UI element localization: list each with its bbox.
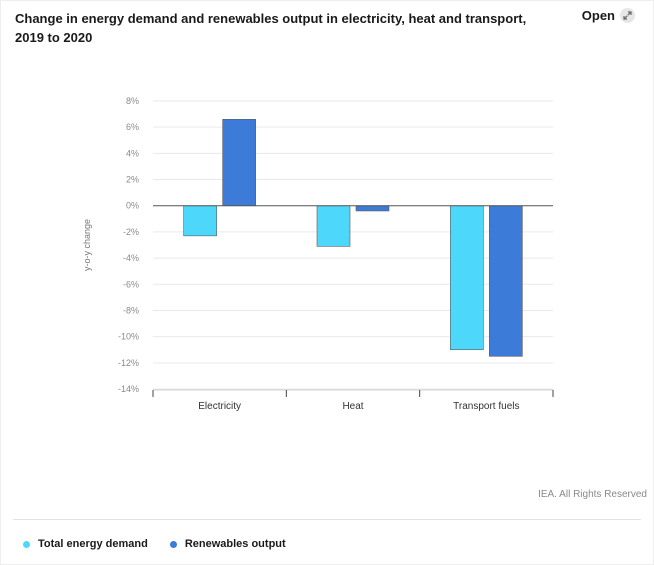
x-category-label: Heat bbox=[342, 401, 363, 412]
chart-legend: Total energy demand Renewables output bbox=[23, 538, 286, 550]
y-tick-label: -6% bbox=[123, 279, 139, 289]
y-tick-label: -2% bbox=[123, 227, 139, 237]
y-tick-label: -10% bbox=[118, 332, 139, 342]
y-tick-label: -14% bbox=[118, 384, 139, 394]
y-tick-label: 0% bbox=[126, 201, 139, 211]
y-tick-label: 4% bbox=[126, 148, 139, 158]
y-axis-label: y-o-y change bbox=[82, 218, 92, 272]
bar-renewables-output-electricity bbox=[222, 119, 256, 207]
bar-total-energy-demand-transport-fuels bbox=[450, 205, 484, 351]
open-button[interactable]: Open bbox=[582, 8, 635, 23]
y-tick-label: -12% bbox=[118, 358, 139, 368]
legend-label-renewables-output: Renewables output bbox=[184, 538, 286, 550]
y-tick-label: 2% bbox=[126, 175, 139, 185]
x-category-label: Transport fuels bbox=[453, 401, 519, 412]
bar-renewables-output-heat bbox=[355, 205, 390, 212]
y-tick-label: 8% bbox=[126, 96, 139, 106]
bar-chart: 8% 6% 4% 2% 0% -2% -4% -6% -8% -10% -12% -14% Electr… bbox=[118, 96, 554, 412]
legend-item-renewables-output[interactable]: Renewables output bbox=[169, 538, 286, 550]
chart-title: Change in energy demand and renewables o… bbox=[15, 11, 527, 45]
open-button-label: Open bbox=[581, 8, 615, 23]
y-tick-label: 6% bbox=[126, 122, 139, 132]
copyright-credit: IEA. All Rights Reserved bbox=[538, 489, 647, 500]
legend-divider bbox=[13, 519, 641, 520]
bar-total-energy-demand-electricity bbox=[183, 205, 217, 237]
bar-total-energy-demand-heat bbox=[316, 205, 351, 247]
legend-swatch-total-energy-demand bbox=[23, 540, 30, 548]
bar-renewables-output-transport-fuels bbox=[489, 205, 523, 357]
x-category-label: Electricity bbox=[198, 401, 241, 412]
y-tick-label: -4% bbox=[123, 253, 139, 263]
y-tick-label: -8% bbox=[123, 305, 139, 315]
expand-icon bbox=[620, 8, 635, 23]
legend-label-total-energy-demand: Total energy demand bbox=[38, 538, 148, 550]
legend-item-total-energy-demand[interactable]: Total energy demand bbox=[23, 538, 148, 550]
legend-swatch-renewables-output bbox=[169, 540, 177, 548]
